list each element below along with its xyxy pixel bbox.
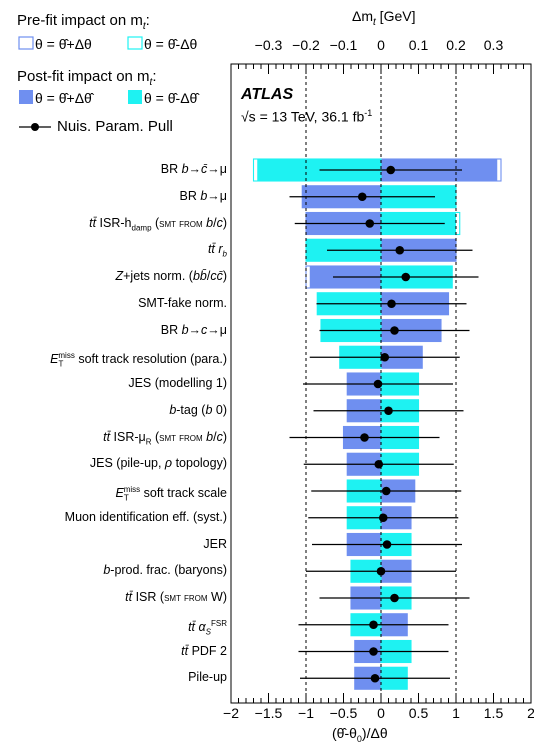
parameter-label: tt̄ ISR-μR (smt from b/c) [103, 429, 227, 447]
parameter-label: BR b→μ [179, 188, 228, 203]
pull-marker [401, 272, 411, 282]
bottom-tick-label: −0.5 [329, 705, 358, 721]
postfit-down-swatch [128, 90, 142, 104]
parameter-label: tt̄ ISR (smt from W) [125, 590, 227, 604]
parameter-label: JER [203, 536, 227, 551]
prefit-down-legend-label: θ = θ̂-Δθ [144, 36, 198, 52]
top-tick-label: 0 [377, 37, 385, 53]
pull-marker [374, 459, 384, 469]
pull-marker [382, 540, 392, 549]
bottom-tick-label: −2 [223, 705, 239, 721]
pull-legend-marker [31, 123, 39, 131]
pull-marker [395, 245, 405, 255]
pull-marker [386, 165, 396, 175]
top-tick-label: 0.1 [408, 37, 429, 53]
postfit-down-legend-label: θ = θ̂-Δθ̂ [144, 90, 198, 106]
prefit-legend-title: Pre-fit impact on mt: [17, 12, 150, 32]
top-tick-label: −0.1 [329, 37, 358, 53]
parameter-label: Muon identification eff. (syst.) [64, 509, 227, 524]
pull-marker [387, 299, 396, 309]
pull-legend-label: Nuis. Param. Pull [57, 118, 173, 135]
parameter-label: ETmiss soft track scale [115, 485, 227, 503]
pull-marker [373, 379, 383, 389]
postfit-up-swatch [19, 90, 33, 104]
parameter-label: tt̄ PDF 2 [181, 643, 227, 658]
prefit-up-swatch [18, 36, 34, 50]
parameter-label: BR b→c→μ [160, 322, 227, 337]
pull-marker [357, 192, 367, 202]
bottom-axis-title: (θ̂-θ0)/Δθ [332, 725, 388, 744]
pull-marker [365, 219, 375, 228]
parameter-label: JES (modelling 1) [128, 376, 227, 390]
pull-marker [370, 673, 380, 683]
top-axis-title: Δmt [GeV] [352, 8, 416, 28]
prefit-down-swatch [127, 36, 143, 50]
parameter-label: JES (pile-up, ρ topology) [89, 456, 227, 471]
bottom-tick-label: 0.5 [408, 705, 429, 721]
parameter-label: Z+jets norm. (bb̄/cc̄) [115, 269, 227, 283]
bottom-tick-label: −1 [298, 705, 314, 721]
bottom-tick-label: 0 [377, 705, 385, 721]
bottom-tick-label: −1.5 [254, 705, 283, 721]
pull-marker [380, 352, 390, 362]
parameter-label: b-tag (b 0) [169, 402, 227, 417]
pull-marker [378, 513, 388, 523]
parameter-label: SMT-fake norm. [138, 295, 227, 310]
parameter-label: BR b→c̄→μ [160, 162, 227, 176]
top-tick-label: 0.2 [446, 37, 466, 53]
prefit-up-legend-label: θ = θ̂+Δθ [35, 36, 92, 52]
parameter-label: tt̄ αSFSR [188, 618, 227, 637]
atlas-label: ATLAS [241, 86, 294, 103]
pull-marker [384, 406, 393, 416]
bottom-tick-label: 1.5 [483, 705, 504, 721]
postfit-up-legend-label: θ = θ̂+Δθ̂ [35, 90, 92, 106]
pull-marker [369, 647, 378, 656]
top-tick-label: −0.2 [292, 37, 320, 53]
pull-marker [390, 326, 399, 335]
top-tick-label: −0.3 [254, 37, 283, 53]
parameter-label: tt̄ ISR-hdamp (smt from b/c) [89, 215, 227, 233]
top-tick-label: 0.3 [483, 37, 504, 53]
pull-marker [376, 566, 386, 576]
parameter-label: b-prod. frac. (baryons) [103, 563, 227, 578]
pull-marker [360, 433, 369, 442]
bottom-tick-label: 1 [452, 705, 460, 721]
postfit-legend-title: Post-fit impact on mt: [17, 68, 157, 88]
parameter-label: tt̄ rb [207, 242, 227, 259]
pull-marker [381, 486, 391, 496]
parameter-label: Pile-up [188, 670, 227, 685]
bottom-tick-label: 2 [527, 705, 534, 721]
energy-label: √s = 13 TeV, 36.1 fb-1 [241, 108, 373, 125]
pull-marker [369, 620, 378, 630]
pull-marker [390, 593, 399, 603]
postfit-down-bar [257, 159, 381, 181]
parameter-label: ETmiss soft track resolution (para.) [50, 351, 227, 369]
